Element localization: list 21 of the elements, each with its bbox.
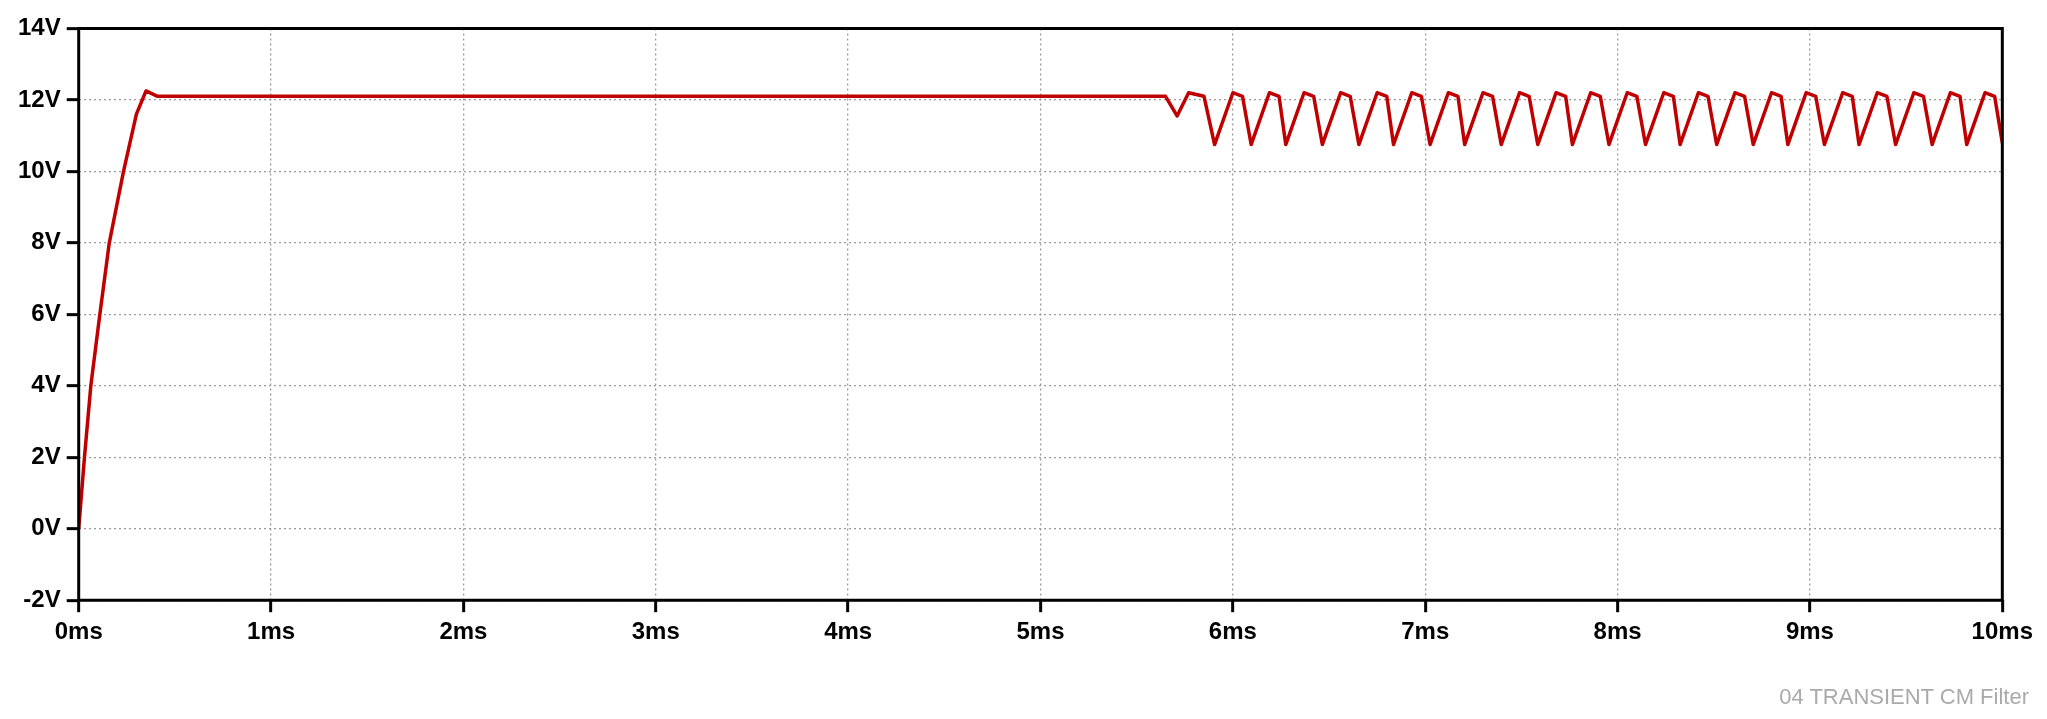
y-tick-label: 6V (31, 298, 61, 326)
x-tick-label: 4ms (824, 617, 873, 645)
x-tick-label: 3ms (631, 617, 680, 645)
y-tick-label: 10V (18, 155, 61, 183)
y-tick-label: 12V (18, 84, 61, 112)
x-tick-label: 10ms (1971, 617, 2033, 645)
y-tick-label: -2V (23, 584, 61, 612)
text: 04 TRANSIENT CM Filter (1779, 684, 2029, 710)
x-tick-label: 9ms (1785, 617, 1834, 645)
x-tick-label: 7ms (1401, 617, 1450, 645)
x-tick-label: 8ms (1593, 617, 1642, 645)
y-tick-label: 14V (18, 13, 61, 41)
y-tick-label: 8V (31, 227, 61, 255)
y-tick-label: 0V (31, 513, 61, 541)
x-tick-label: 6ms (1208, 617, 1257, 645)
x-tick-label: 1ms (247, 617, 296, 645)
y-tick-label: 2V (31, 441, 61, 469)
x-tick-label: 0ms (54, 617, 103, 645)
y-tick-label: 4V (31, 370, 61, 398)
x-tick-label: 2ms (439, 617, 488, 645)
x-tick-label: 5ms (1016, 617, 1065, 645)
